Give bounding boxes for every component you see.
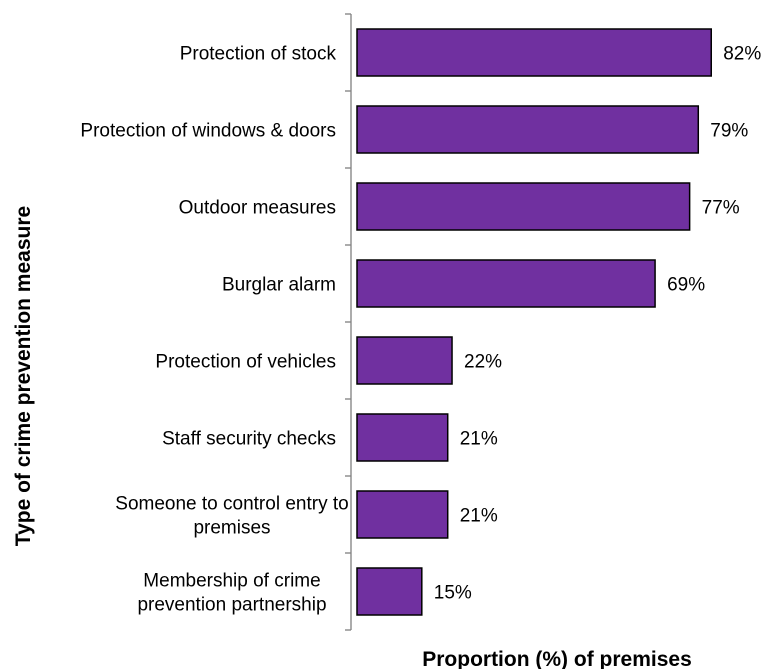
bar	[356, 567, 423, 616]
data-label: 79%	[710, 121, 748, 142]
y-axis	[345, 13, 352, 631]
bar	[356, 490, 449, 539]
data-label: 21%	[460, 506, 498, 527]
bars-group	[356, 28, 712, 616]
category-label: prevention partnership	[137, 595, 326, 616]
y-axis-title: Type of crime prevention measure	[12, 206, 35, 546]
category-label: Outdoor measures	[179, 198, 336, 219]
category-label: Protection of windows & doors	[80, 121, 336, 142]
category-label: Staff security checks	[162, 429, 336, 450]
data-label: 21%	[460, 429, 498, 450]
data-label: 69%	[667, 275, 705, 296]
category-label: Protection of vehicles	[155, 352, 336, 373]
category-label: Protection of stock	[180, 44, 337, 65]
category-label: Burglar alarm	[222, 275, 336, 296]
data-label: 15%	[434, 583, 472, 604]
bar	[356, 336, 453, 385]
category-label: Someone to control entry to	[115, 494, 348, 515]
data-label: 82%	[723, 44, 761, 65]
bar	[356, 259, 656, 308]
category-labels: Protection of stock Protection of windows…	[80, 44, 348, 616]
data-label: 77%	[702, 198, 740, 219]
bar	[356, 28, 712, 77]
category-label: Membership of crime	[143, 571, 320, 592]
bar	[356, 182, 691, 231]
bar	[356, 413, 449, 462]
bar	[356, 105, 700, 154]
category-label: premises	[193, 518, 270, 539]
value-labels: 82% 79% 77% 69% 22% 21% 21% 15%	[434, 44, 762, 604]
x-axis-title: Proportion (%) of premises	[422, 648, 692, 669]
data-label: 22%	[464, 352, 502, 373]
